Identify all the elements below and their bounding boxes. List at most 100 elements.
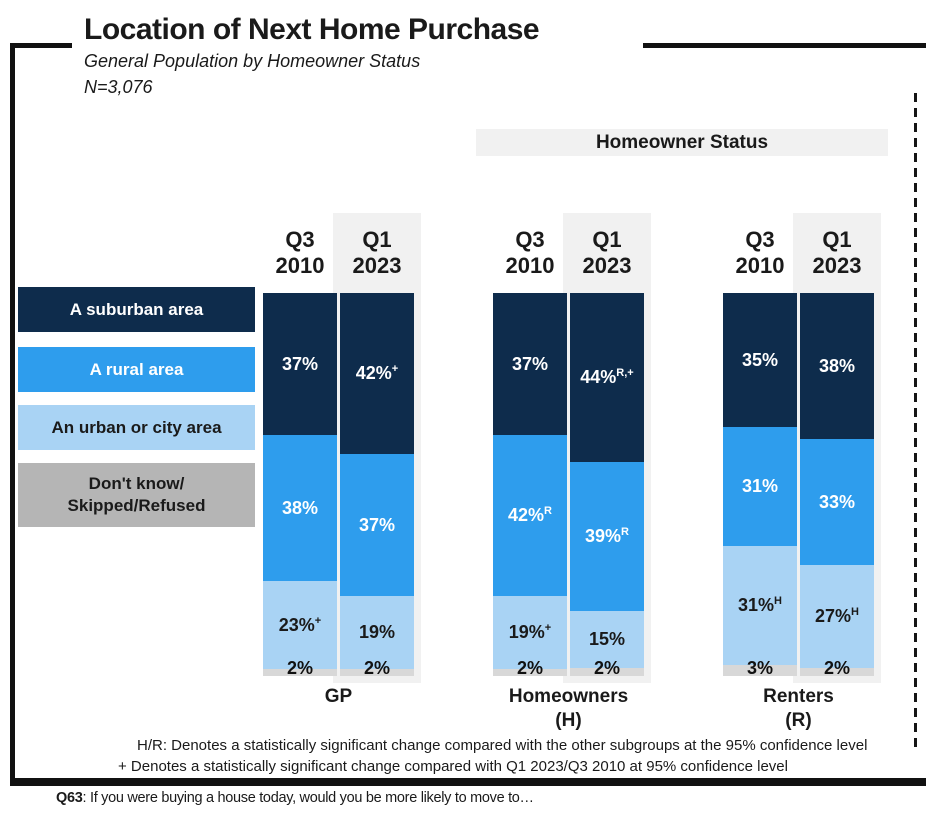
page-title: Location of Next Home Purchase	[84, 13, 540, 46]
bar-segment: 42%+	[340, 293, 414, 454]
segment-value-label: 19%+	[508, 622, 552, 642]
question-text: Q63: If you were buying a house today, w…	[56, 790, 534, 806]
segment-value-label: 2%	[823, 658, 850, 678]
question-id: Q63	[56, 790, 83, 806]
stacked-bar-GP-Q32010: 37% 38% 23%+ 2%	[263, 293, 337, 678]
segment-value-label: 37%	[358, 514, 396, 535]
segment-value-label: 15%	[588, 629, 626, 649]
page-subtitle: General Population by Homeowner Status	[84, 51, 421, 71]
question-body: : If you were buying a house today, woul…	[82, 790, 535, 806]
segment-value-label: 33%	[818, 491, 856, 512]
top-left-corner-mark	[10, 43, 72, 48]
group-label-line: GP	[324, 686, 353, 707]
segment-value-label: 31%	[741, 476, 779, 496]
segment-value-label: 38%	[818, 355, 856, 376]
bar-segment	[340, 669, 414, 676]
column-header-line: 2023	[812, 253, 862, 278]
segment-value-label: 19%	[358, 622, 396, 642]
segment-value-label: 23%+	[278, 614, 322, 635]
group-label: Renters (R)	[723, 685, 874, 733]
sample-size-label: N=3,076	[84, 77, 153, 97]
bar-segment: 37%	[263, 293, 337, 435]
significance-marker: R,+	[616, 367, 634, 379]
bar-segment: 23%+	[263, 581, 337, 669]
bar-segment: 31%H	[723, 546, 797, 665]
column-header: Q3 2010	[256, 227, 344, 279]
segment-value-label: 31%H	[738, 595, 782, 615]
bar-segment: 19%+	[493, 596, 567, 669]
legend-item-label: A rural area	[89, 359, 184, 379]
bar-segment	[263, 669, 337, 676]
segment-value-label: 37%	[511, 353, 549, 374]
segment-value-label: 2%	[516, 658, 543, 678]
bar-segment: 37%	[493, 293, 567, 435]
stacked-bar-GP-Q12023: 42%+ 37% 19% 2%	[340, 293, 414, 678]
bar-segment	[570, 668, 644, 676]
top-right-rule	[643, 43, 926, 48]
legend-item: An urban or city area	[18, 405, 255, 450]
bar-segment: 38%	[263, 435, 337, 581]
segment-value-label: 39%R	[585, 526, 629, 546]
column-header-line: Q3	[515, 227, 545, 252]
segment-value-label: 27%H	[815, 606, 859, 626]
column-header: Q1 2023	[563, 227, 651, 279]
column-header-line: Q3	[285, 227, 315, 252]
dashed-vertical-divider	[914, 93, 917, 752]
bar-segment	[493, 669, 567, 676]
legend-item-label: Don't know/	[88, 474, 185, 493]
bar-segment: 31%	[723, 427, 797, 546]
segment-value-label: 3%	[746, 658, 773, 678]
segment-value-label: 42%R	[508, 505, 552, 525]
significance-marker: R	[544, 505, 552, 517]
significance-marker: H	[774, 595, 782, 607]
segment-value-label: 2%	[593, 658, 620, 678]
segment-value-label: 2%	[363, 658, 390, 678]
stacked-bar-HomeownersH-Q32010: 37% 42%R 19%+ 2%	[493, 293, 567, 678]
segment-value-label: 2%	[286, 658, 313, 678]
bar-segment: 15%	[570, 611, 644, 668]
segment-value-label: 35%	[741, 349, 779, 370]
left-frame-border	[10, 43, 15, 786]
stacked-bar-HomeownersH-Q12023: 44%R,+ 39%R 15% 2%	[570, 293, 644, 678]
column-header-line: Q1	[822, 227, 852, 252]
bottom-frame-border	[10, 778, 926, 786]
column-header: Q1 2023	[793, 227, 881, 279]
homeowner-status-header: Homeowner Status	[476, 129, 888, 156]
footnote-hr: H/R: Denotes a statistically significant…	[137, 737, 868, 754]
significance-marker: +	[391, 363, 399, 375]
column-header-line: Q1	[592, 227, 622, 252]
column-header: Q1 2023	[333, 227, 421, 279]
bar-segment: 44%R,+	[570, 293, 644, 462]
stacked-bar-RentersR-Q32010: 35% 31% 31%H 3%	[723, 293, 797, 678]
legend-item: Don't know/Skipped/Refused	[18, 463, 255, 527]
bar-segment: 37%	[340, 454, 414, 596]
legend-item-label: A suburban area	[69, 299, 204, 319]
legend-item: A suburban area	[18, 287, 255, 332]
column-header-line: 2010	[505, 253, 555, 278]
group-label: Homeowners (H)	[493, 685, 644, 733]
bar-segment: 19%	[340, 596, 414, 669]
group-label: GP	[263, 685, 414, 709]
significance-marker: +	[314, 614, 322, 627]
segment-value-label: 44%R,+	[580, 367, 634, 387]
legend-item: A rural area	[18, 347, 255, 392]
group-label-line: Homeowners	[508, 686, 629, 707]
group-label-line: (R)	[785, 710, 812, 731]
stacked-bar-RentersR-Q12023: 38% 33% 27%H 2%	[800, 293, 874, 678]
bar-segment: 27%H	[800, 565, 874, 668]
column-header-line: 2010	[275, 253, 325, 278]
footnote-plus: + Denotes a statistically significant ch…	[118, 758, 788, 775]
segment-value-label: 37%	[281, 353, 319, 374]
column-header-line: 2023	[582, 253, 632, 278]
significance-marker: R	[621, 526, 629, 538]
bar-segment: 42%R	[493, 435, 567, 596]
legend-item-label: An urban or city area	[51, 417, 222, 437]
bar-segment: 38%	[800, 293, 874, 439]
bar-segment: 33%	[800, 439, 874, 565]
column-header-line: 2023	[352, 253, 402, 278]
column-header: Q3 2010	[716, 227, 804, 279]
column-header-line: Q3	[745, 227, 775, 252]
segment-value-label: 38%	[281, 497, 319, 518]
bar-segment	[723, 665, 797, 676]
column-header-line: Q1	[362, 227, 392, 252]
